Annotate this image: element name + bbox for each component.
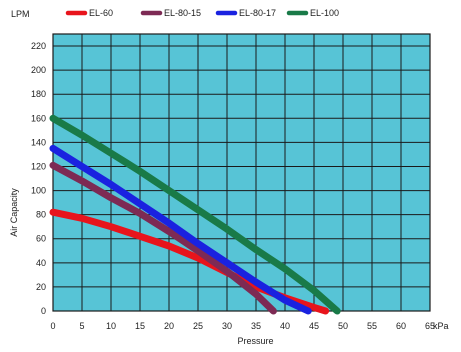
- y-tick-label: 100: [31, 186, 46, 196]
- legend-label: EL-80-17: [239, 8, 276, 18]
- x-tick-label: 0: [50, 321, 55, 331]
- y-tick-label: 80: [36, 210, 46, 220]
- y-tick-label: 60: [36, 234, 46, 244]
- legend-item-el-100: EL-100: [286, 8, 339, 18]
- x-axis-title: Pressure: [237, 336, 273, 346]
- legend-label: EL-100: [310, 8, 339, 18]
- series-layer: [49, 114, 341, 315]
- y-tick-label: 200: [31, 65, 46, 75]
- x-tick-label: 55: [367, 321, 377, 331]
- legend-item-el-80-15: EL-80-15: [140, 8, 201, 18]
- legend-label: EL-80-15: [164, 8, 201, 18]
- y-tick-label: 180: [31, 89, 46, 99]
- legend-label: EL-60: [89, 8, 113, 18]
- y-tick-label: 140: [31, 137, 46, 147]
- plot-area: [52, 33, 431, 312]
- series-line-el-80-17: [49, 144, 312, 315]
- y-tick-label: 120: [31, 161, 46, 171]
- x-tick-label: 40: [280, 321, 290, 331]
- x-tick-label: 20: [164, 321, 174, 331]
- x-tick-label: 35: [251, 321, 261, 331]
- x-tick-label: 50: [338, 321, 348, 331]
- y-axis-title: Air Capacity: [9, 188, 19, 237]
- y-tick-label: 160: [31, 113, 46, 123]
- y-tick-label: 40: [36, 258, 46, 268]
- x-tick-label: 10: [106, 321, 116, 331]
- x-tick-label: 60: [396, 321, 406, 331]
- series-line-el-100: [49, 114, 341, 315]
- legend: EL-60 EL-80-15 EL-80-17 EL-100: [65, 8, 339, 18]
- x-axis-unit: kPa: [433, 321, 449, 331]
- y-axis-ticks: 0 20 40 60 80 100 120 140 160 180 200 220: [31, 41, 46, 316]
- x-tick-label: 65: [425, 321, 435, 331]
- x-axis-ticks: 0 5 10 15 20 25 30 35 40 45 50 55 60 65: [50, 321, 435, 331]
- legend-item-el-60: EL-60: [65, 8, 113, 18]
- x-tick-label: 30: [222, 321, 232, 331]
- y-axis-unit: LPM: [11, 9, 30, 19]
- y-tick-label: 0: [41, 306, 46, 316]
- x-tick-label: 25: [193, 321, 203, 331]
- x-tick-label: 5: [79, 321, 84, 331]
- y-tick-label: 220: [31, 41, 46, 51]
- y-tick-label: 20: [36, 282, 46, 292]
- x-tick-label: 45: [309, 321, 319, 331]
- series-line-el-80-15: [49, 161, 277, 315]
- x-tick-label: 15: [135, 321, 145, 331]
- legend-item-el-80-17: EL-80-17: [215, 8, 276, 18]
